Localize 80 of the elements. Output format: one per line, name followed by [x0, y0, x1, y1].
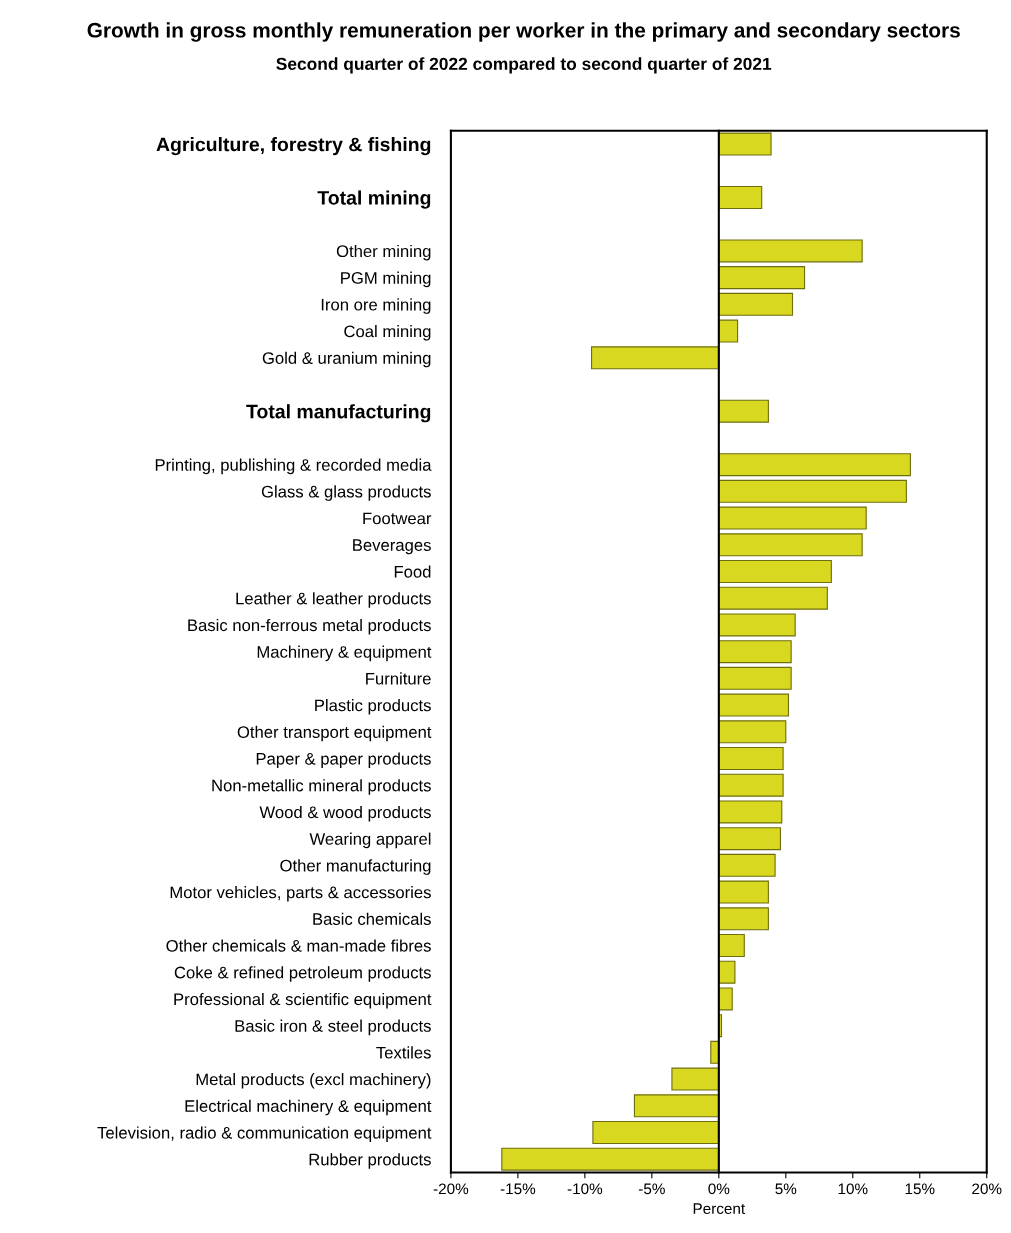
bar: [718, 693, 790, 717]
bar: [718, 933, 745, 958]
bar: [718, 907, 769, 931]
y-tick-label: Metal products (excl machinery): [196, 1073, 431, 1089]
x-tick-label: -20%: [433, 1183, 469, 1195]
bar: [718, 613, 796, 637]
x-tick-label: -15%: [500, 1183, 536, 1195]
chart-title: Growth in gross monthly remuneration per worker in the primary and secondary sectors: [87, 22, 960, 42]
bar: [718, 720, 787, 744]
y-tick-label: Wood & wood products: [259, 805, 431, 822]
y-tick-label: Paper & paper products: [256, 752, 431, 768]
bar: [718, 453, 911, 477]
y-tick-label: Food: [394, 565, 431, 578]
y-tick-label: Wearing apparel: [309, 832, 431, 849]
y-tick-label: Other mining: [336, 244, 431, 261]
y-tick-label: Other chemicals & man-made fibres: [166, 939, 431, 952]
bar: [718, 399, 769, 423]
x-tick-label: 20%: [972, 1183, 1002, 1195]
x-tick-label: 5%: [775, 1183, 797, 1195]
bar: [718, 746, 784, 771]
y-tick-label: Total manufacturing: [246, 404, 431, 423]
y-tick-label: Television, radio & communication equipment: [97, 1126, 432, 1143]
x-axis-title: Percent: [693, 1203, 746, 1215]
bar: [718, 853, 776, 877]
y-tick-label: Leather & leather products: [236, 592, 431, 608]
bar: [718, 960, 736, 984]
bar: [592, 1121, 720, 1145]
x-tick-label: -5%: [638, 1183, 665, 1195]
chart-subtitle: Second quarter of 2022 compared to second quarter of 2021: [276, 57, 772, 74]
x-tick-label: 0%: [708, 1183, 730, 1195]
y-tick-label: Professional & scientific equipment: [174, 992, 432, 1009]
bar: [718, 666, 792, 690]
bar: [718, 559, 832, 584]
y-tick-label: Coal mining: [344, 325, 431, 341]
y-tick-label: Footwear: [363, 512, 432, 525]
bar: [718, 773, 784, 797]
bar: [718, 266, 806, 290]
x-tick-label: 10%: [838, 1183, 868, 1195]
y-tick-label: Furniture: [366, 672, 431, 685]
y-tick-label: Total mining: [317, 190, 431, 209]
y-tick-label: Rubber products: [309, 1153, 431, 1169]
y-tick-label: Basic non-ferrous metal products: [188, 618, 431, 635]
y-tick-label: Beverages: [353, 539, 431, 555]
y-tick-label: Other manufacturing: [280, 859, 431, 875]
bar: [591, 346, 720, 370]
bar: [718, 987, 733, 1011]
y-tick-label: Plastic products: [315, 699, 431, 715]
y-tick-label: Gold & uranium mining: [262, 351, 431, 368]
bar: [718, 640, 792, 664]
bar: [718, 506, 867, 530]
bar: [501, 1147, 720, 1171]
bar: [718, 479, 907, 503]
y-tick-label: Agriculture, forestry & fishing: [156, 137, 431, 156]
y-tick-label: PGM mining: [341, 271, 431, 288]
bar: [718, 319, 739, 343]
y-tick-label: Machinery & equipment: [257, 645, 432, 662]
bar: [718, 239, 863, 263]
y-tick-label: Coke & refined petroleum products: [174, 966, 431, 982]
y-tick-label: Electrical machinery & equipment: [185, 1099, 432, 1116]
bar: [718, 185, 763, 209]
y-tick-label: Basic iron & steel products: [235, 1019, 431, 1036]
bar: [718, 292, 794, 316]
y-tick-label: Iron ore mining: [321, 298, 431, 314]
bar: [718, 800, 783, 824]
bar: [633, 1094, 720, 1118]
y-tick-label: Textiles: [376, 1046, 431, 1059]
bar: [718, 132, 772, 156]
y-tick-label: Glass & glass products: [261, 485, 431, 501]
bar: [718, 533, 863, 557]
bar: [718, 827, 781, 851]
bar: [718, 586, 828, 610]
y-tick-label: Other transport equipment: [237, 725, 432, 742]
y-tick-label: Motor vehicles, parts & accessories: [170, 886, 431, 902]
y-tick-label: Non-metallic mineral products: [212, 779, 431, 795]
x-tick-label: 15%: [905, 1183, 935, 1195]
y-tick-label: Printing, publishing & recorded media: [155, 458, 432, 475]
y-tick-label: Basic chemicals: [313, 912, 431, 925]
bar: [671, 1067, 720, 1091]
x-tick-label: -10%: [567, 1183, 603, 1195]
bar: [718, 880, 769, 904]
